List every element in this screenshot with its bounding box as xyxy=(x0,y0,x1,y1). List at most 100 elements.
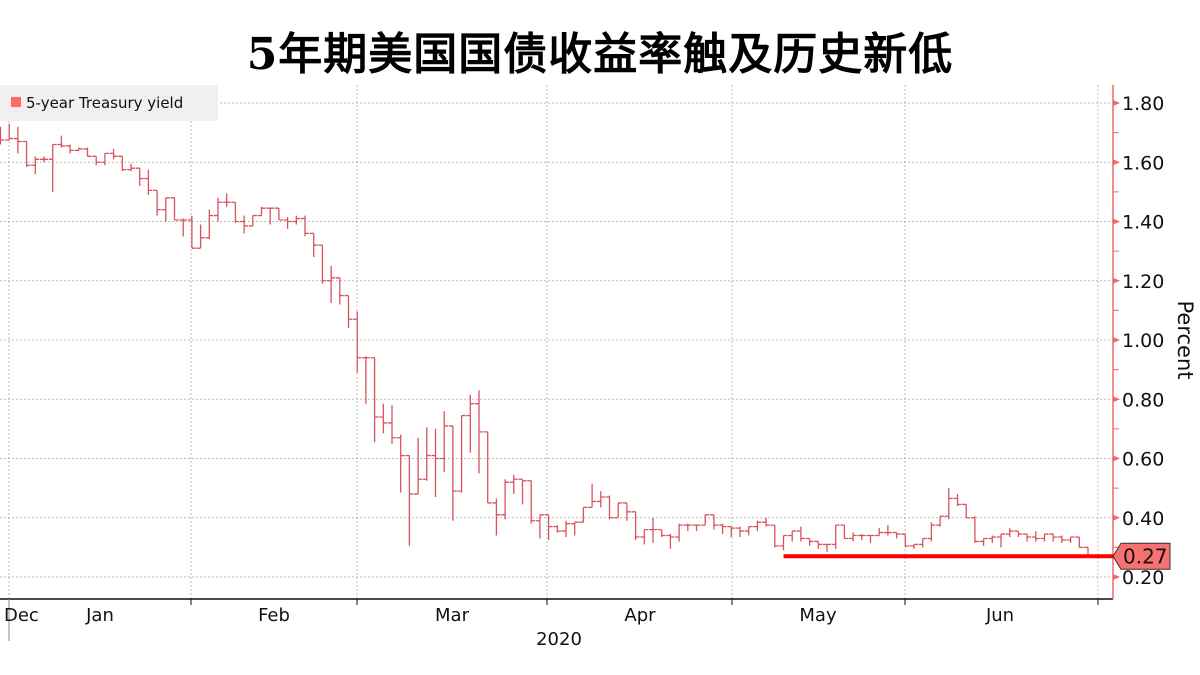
ohlc-bar-mark xyxy=(440,411,449,472)
x-tick-label: Dec xyxy=(4,605,39,626)
ohlc-bar xyxy=(501,479,510,520)
ohlc-bar-mark xyxy=(701,514,710,526)
ohlc-bar-mark xyxy=(283,217,292,229)
ohlc-bar-mark xyxy=(744,525,753,536)
legend-label: 5-year Treasury yield xyxy=(26,94,183,112)
ohlc-bar xyxy=(135,167,144,186)
ohlc-bar xyxy=(831,524,840,549)
x-tick-label: Mar xyxy=(435,605,470,626)
ohlc-bar-mark xyxy=(910,543,918,549)
ohlc-bar-mark xyxy=(622,502,631,521)
ohlc-bar-mark xyxy=(222,193,231,207)
ohlc-bar-mark xyxy=(379,403,388,434)
ohlc-bar xyxy=(1057,535,1066,543)
ohlc-bar-mark xyxy=(100,152,109,166)
ohlc-bar xyxy=(857,534,866,540)
ohlc-bar-mark xyxy=(875,528,884,537)
ohlc-bar xyxy=(318,244,327,284)
ohlc-bar xyxy=(274,207,283,221)
ohlc-bar xyxy=(13,126,22,154)
ohlc-bar-mark xyxy=(457,414,466,493)
y-major-tick xyxy=(1113,277,1120,284)
ohlc-bar xyxy=(649,517,657,543)
ohlc-bar xyxy=(1014,530,1023,538)
ohlc-bar-mark xyxy=(918,537,927,548)
y-tick-label: 1.80 xyxy=(1122,93,1164,115)
ohlc-bar xyxy=(814,540,823,549)
ohlc-bar-mark xyxy=(405,454,414,546)
ohlc-bar xyxy=(944,488,953,520)
ohlc-bar-mark xyxy=(1066,536,1075,543)
ohlc-bar xyxy=(953,494,962,506)
ohlc-bar-mark xyxy=(118,155,127,172)
ohlc-bar xyxy=(170,197,179,221)
ohlc-bar-mark xyxy=(161,197,170,222)
ohlc-bar xyxy=(214,197,222,222)
x-year-label: 2020 xyxy=(536,629,582,650)
ohlc-bar xyxy=(40,156,48,163)
ohlc-bar xyxy=(631,511,640,540)
x-tick-label: Jun xyxy=(985,605,1014,626)
ohlc-bar xyxy=(562,520,570,538)
ohlc-bar xyxy=(657,528,666,538)
ohlc-bar-mark xyxy=(866,534,875,543)
ohlc-bar-mark xyxy=(892,531,901,539)
ohlc-bar xyxy=(283,217,292,229)
ohlc-bar xyxy=(92,155,101,166)
ohlc-bar-mark xyxy=(936,515,945,527)
y-tick-label: 1.20 xyxy=(1122,271,1164,293)
ohlc-bar-mark xyxy=(762,517,771,527)
ohlc-bar-mark xyxy=(1023,533,1032,542)
ohlc-bar-mark xyxy=(492,498,501,536)
ohlc-bar xyxy=(266,207,275,225)
last-value-box xyxy=(1112,542,1171,570)
ohlc-bar xyxy=(187,215,196,249)
ohlc-bar xyxy=(335,277,344,305)
y-major-tick xyxy=(1113,514,1120,521)
ohlc-bar xyxy=(257,206,266,217)
ohlc-bar xyxy=(544,514,553,540)
ohlc-bars xyxy=(0,123,1092,557)
ohlc-bar xyxy=(936,515,945,527)
ohlc-bar xyxy=(796,526,805,542)
ohlc-bar xyxy=(57,135,66,148)
ohlc-bar xyxy=(405,454,414,546)
ohlc-bar-mark xyxy=(535,514,544,539)
ohlc-bar xyxy=(553,525,562,533)
ohlc-bar xyxy=(475,390,483,474)
ohlc-bar-mark xyxy=(57,135,66,148)
ohlc-bar xyxy=(701,514,710,526)
y-major-tick xyxy=(1113,396,1120,403)
ohlc-bar-mark xyxy=(901,533,910,548)
ohlc-bar-mark xyxy=(779,534,788,551)
ohlc-bar-mark xyxy=(596,491,605,508)
ohlc-bar xyxy=(196,224,205,249)
ohlc-bar-mark xyxy=(240,215,249,234)
ohlc-bar xyxy=(309,232,318,258)
ohlc-bar xyxy=(805,537,814,546)
ohlc-bar-mark xyxy=(66,144,75,154)
ohlc-bar-mark xyxy=(788,530,797,542)
ohlc-bar xyxy=(292,215,301,225)
ohlc-bar-mark xyxy=(292,215,301,225)
y-tick-label: 1.00 xyxy=(1122,330,1164,352)
ohlc-bar xyxy=(422,427,431,481)
ohlc-bar-mark xyxy=(127,163,135,172)
ohlc-bar-mark xyxy=(518,478,527,505)
ohlc-bar-mark xyxy=(883,525,892,536)
ohlc-bar xyxy=(153,189,162,216)
ohlc-bar-mark xyxy=(318,244,327,284)
ohlc-bar xyxy=(492,498,501,536)
ohlc-bar xyxy=(509,474,518,495)
y-major-tick xyxy=(1113,574,1120,580)
ohlc-bar-mark xyxy=(466,394,475,453)
ohlc-bar-mark xyxy=(823,543,831,552)
ohlc-bar-mark xyxy=(509,474,518,495)
ohlc-bar-mark xyxy=(501,479,510,520)
ohlc-bar-mark xyxy=(579,506,588,523)
ohlc-bar xyxy=(918,537,927,548)
ohlc-bar-mark xyxy=(727,525,736,538)
ohlc-bar xyxy=(222,193,231,207)
ohlc-bar-mark xyxy=(274,207,283,221)
y-major-tick xyxy=(1113,100,1120,106)
